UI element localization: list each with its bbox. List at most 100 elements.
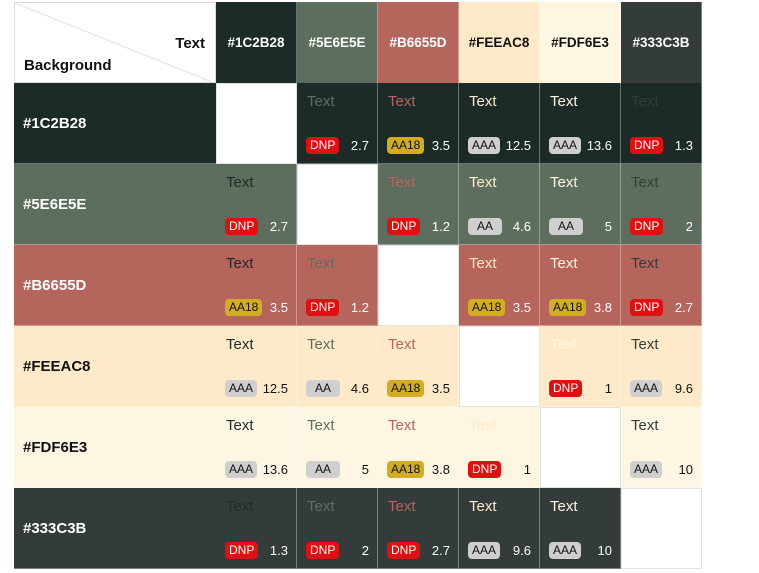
contrast-ratio: 12.5 xyxy=(262,381,288,396)
sample-text: Text xyxy=(388,93,416,110)
contrast-ratio: 12.5 xyxy=(505,138,531,153)
rating-badge: AAA xyxy=(630,461,663,478)
sample-text: Text xyxy=(550,255,578,272)
contrast-cell: Text AA 5 xyxy=(540,164,621,245)
rating-badge: AA xyxy=(306,461,340,478)
rating-badge: AA xyxy=(306,380,340,397)
empty-cell xyxy=(297,164,378,245)
rating-badge: DNP xyxy=(225,218,259,235)
rating-badge: DNP xyxy=(630,218,664,235)
sample-text: Text xyxy=(226,336,254,353)
rating-badge: DNP xyxy=(549,380,583,397)
contrast-cell: Text AA18 3.5 xyxy=(216,245,297,326)
contrast-ratio: 1.2 xyxy=(431,219,450,234)
contrast-ratio: 3.8 xyxy=(431,462,450,477)
contrast-ratio: 3.5 xyxy=(512,300,531,315)
rating-badge: AAA xyxy=(549,137,582,154)
rating-badge: DNP xyxy=(306,542,340,559)
matrix-row: #B6655D Text AA18 3.5 Text DNP 1.2 Text AA18 3.5 T… xyxy=(14,245,702,326)
column-header: #1C2B28 xyxy=(216,2,297,83)
rating-badge: AA18 xyxy=(225,299,263,316)
sample-text: Text xyxy=(469,417,497,434)
column-header: #FDF6E3 xyxy=(540,2,621,83)
column-header: #FEEAC8 xyxy=(459,2,540,83)
corner-diagonal xyxy=(15,3,214,82)
contrast-cell: Text AAA 12.5 xyxy=(459,83,540,164)
sample-text: Text xyxy=(631,417,659,434)
contrast-cell: Text DNP 2 xyxy=(297,488,378,569)
rating-badge: DNP xyxy=(306,299,340,316)
rating-badge: DNP xyxy=(468,461,502,478)
column-header: #5E6E5E xyxy=(297,2,378,83)
contrast-ratio: 1.3 xyxy=(269,543,288,558)
contrast-cell: Text AAA 13.6 xyxy=(540,83,621,164)
row-header: #B6655D xyxy=(14,245,216,326)
sample-text: Text xyxy=(388,417,416,434)
row-header: #FDF6E3 xyxy=(14,407,216,488)
sample-text: Text xyxy=(226,174,254,191)
rating-badge: DNP xyxy=(630,137,664,154)
matrix-row: #1C2B28 Text DNP 2.7 Text AA18 3.5 Text AAA 12.5 T… xyxy=(14,83,702,164)
text-axis-label: Text xyxy=(175,35,205,52)
empty-cell xyxy=(216,83,297,164)
contrast-ratio: 1.3 xyxy=(674,138,693,153)
rating-badge: AAA xyxy=(225,461,258,478)
contrast-ratio: 4.6 xyxy=(350,381,369,396)
rating-badge: AA18 xyxy=(387,137,425,154)
contrast-cell: Text AA 5 xyxy=(297,407,378,488)
sample-text: Text xyxy=(550,93,578,110)
rating-badge: AA18 xyxy=(387,461,425,478)
contrast-ratio: 9.6 xyxy=(674,381,693,396)
contrast-cell: Text DNP 1 xyxy=(459,407,540,488)
sample-text: Text xyxy=(469,498,497,515)
sample-text: Text xyxy=(307,336,335,353)
contrast-ratio: 4.6 xyxy=(512,219,531,234)
row-header: #1C2B28 xyxy=(14,83,216,164)
contrast-cell: Text DNP 2.7 xyxy=(216,164,297,245)
rating-badge: AAA xyxy=(225,380,258,397)
contrast-ratio: 2 xyxy=(361,543,369,558)
contrast-ratio: 3.5 xyxy=(269,300,288,315)
sample-text: Text xyxy=(550,174,578,191)
empty-cell xyxy=(459,326,540,407)
sample-text: Text xyxy=(631,174,659,191)
contrast-matrix: Text Background #1C2B28 #5E6E5E #B6655D #FE… xyxy=(14,2,702,569)
rating-badge: AA18 xyxy=(387,380,425,397)
contrast-cell: Text AAA 9.6 xyxy=(621,326,702,407)
contrast-cell: Text AA 4.6 xyxy=(459,164,540,245)
contrast-ratio: 2 xyxy=(685,219,693,234)
empty-cell xyxy=(378,245,459,326)
contrast-ratio: 10 xyxy=(597,543,612,558)
contrast-ratio: 13.6 xyxy=(586,138,612,153)
sample-text: Text xyxy=(469,174,497,191)
contrast-ratio: 5 xyxy=(604,219,612,234)
contrast-cell: Text AA18 3.5 xyxy=(459,245,540,326)
rating-badge: AA xyxy=(549,218,583,235)
rating-badge: AAA xyxy=(468,137,501,154)
contrast-ratio: 1.2 xyxy=(350,300,369,315)
rating-badge: DNP xyxy=(387,542,421,559)
contrast-cell: Text AAA 9.6 xyxy=(459,488,540,569)
contrast-ratio: 2.7 xyxy=(269,219,288,234)
contrast-ratio: 3.5 xyxy=(431,138,450,153)
sample-text: Text xyxy=(307,255,335,272)
sample-text: Text xyxy=(307,417,335,434)
sample-text: Text xyxy=(388,336,416,353)
sample-text: Text xyxy=(469,255,497,272)
sample-text: Text xyxy=(631,336,659,353)
contrast-cell: Text AAA 12.5 xyxy=(216,326,297,407)
contrast-ratio: 2.7 xyxy=(674,300,693,315)
sample-text: Text xyxy=(307,498,335,515)
row-header: #5E6E5E xyxy=(14,164,216,245)
contrast-ratio: 9.6 xyxy=(512,543,531,558)
sample-text: Text xyxy=(388,174,416,191)
contrast-cell: Text DNP 1.3 xyxy=(216,488,297,569)
rating-badge: AAA xyxy=(468,542,501,559)
sample-text: Text xyxy=(469,93,497,110)
sample-text: Text xyxy=(307,93,335,110)
contrast-ratio: 2.7 xyxy=(350,138,369,153)
contrast-ratio: 10 xyxy=(678,462,693,477)
background-axis-label: Background xyxy=(24,57,112,74)
sample-text: Text xyxy=(550,498,578,515)
contrast-cell: Text DNP 2.7 xyxy=(297,83,378,164)
